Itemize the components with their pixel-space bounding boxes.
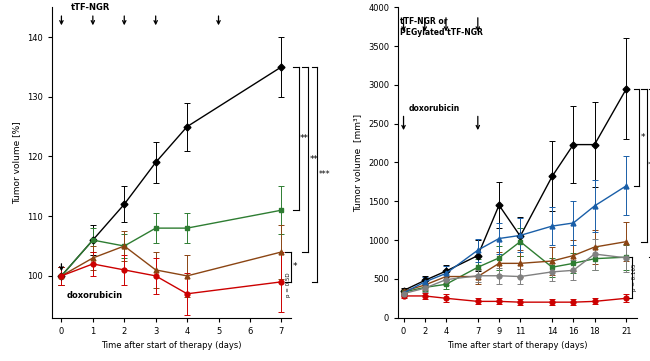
Text: p = 0.5D: p = 0.5D (286, 272, 291, 297)
Text: tTF-NGR or
PEGylated tTF-NGR: tTF-NGR or PEGylated tTF-NGR (400, 17, 483, 36)
Text: p = 0.165: p = 0.165 (632, 264, 637, 291)
Text: *: * (292, 262, 297, 271)
Text: ***: *** (319, 170, 331, 179)
X-axis label: Time after start of therapy (days): Time after start of therapy (days) (101, 341, 242, 350)
Y-axis label: Tumor volume  [mm³]: Tumor volume [mm³] (354, 113, 363, 212)
Text: *: * (641, 133, 645, 142)
X-axis label: Time after start of therapy (days): Time after start of therapy (days) (447, 341, 588, 350)
Text: tTF-NGR: tTF-NGR (71, 3, 110, 12)
Text: doxorubicin: doxorubicin (66, 291, 122, 300)
Text: *: * (648, 161, 650, 170)
Text: **: ** (300, 134, 309, 143)
Text: doxorubicin: doxorubicin (409, 104, 460, 113)
Text: **: ** (309, 155, 318, 164)
Y-axis label: Tumor volume [%]: Tumor volume [%] (12, 121, 21, 204)
